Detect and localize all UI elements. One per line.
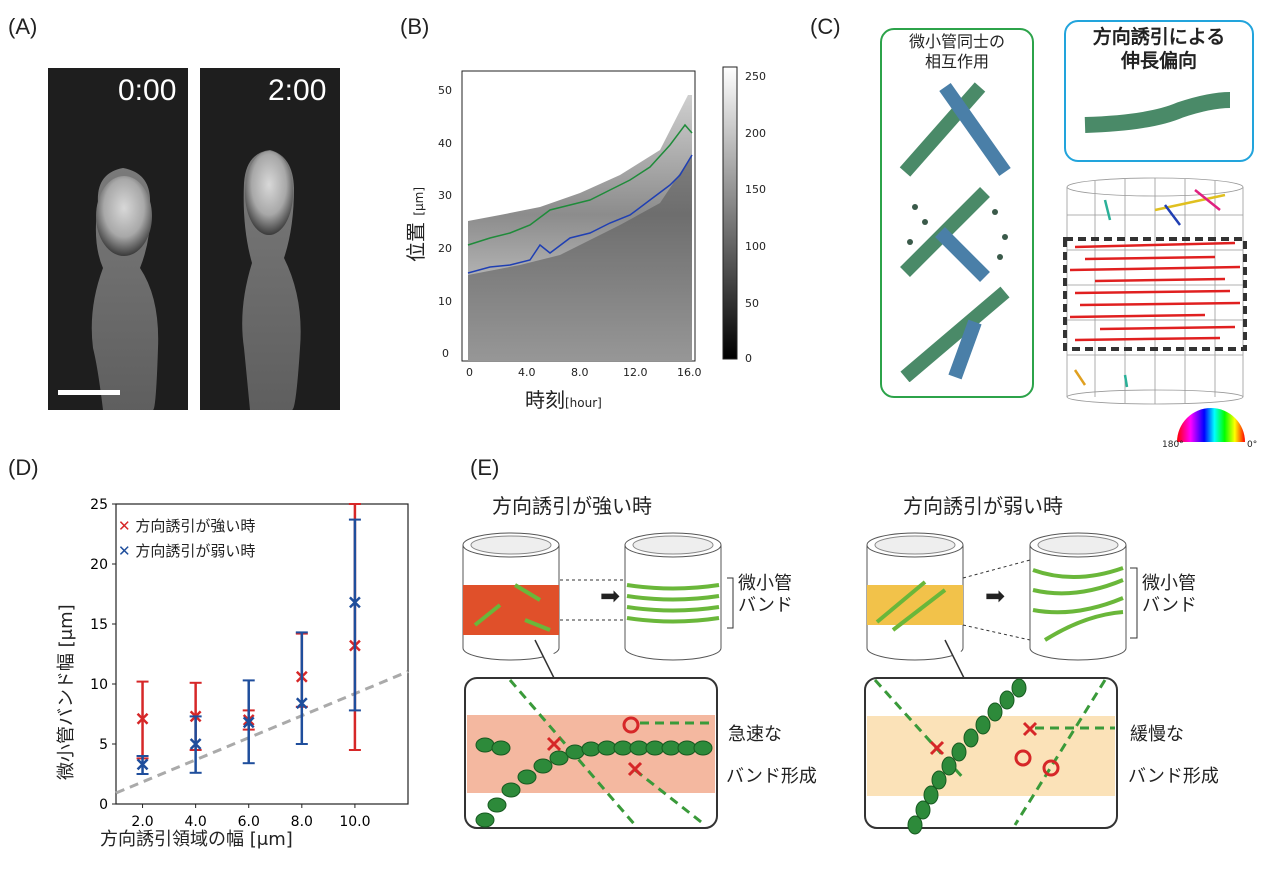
- y-tick-label: 5: [99, 737, 108, 753]
- cbar-tick: 0: [745, 352, 752, 365]
- weak-title: 方向誘引が弱い時: [903, 494, 1063, 518]
- y-tick-label: 15: [90, 617, 108, 633]
- d-xlabel: 方向誘引領域の幅 [μm]: [100, 829, 293, 850]
- x-tick-label: 6.0: [238, 814, 260, 830]
- data-point: [295, 697, 308, 710]
- svg-text:➡: ➡: [600, 582, 620, 610]
- y-tick-label: 20: [90, 557, 108, 573]
- x-tick-label: 4.0: [185, 814, 207, 830]
- fast-label: 急速な: [728, 724, 782, 745]
- data-point: [349, 596, 361, 609]
- b-ytick: 10: [438, 295, 452, 308]
- angle-180: 180°: [1162, 440, 1184, 450]
- panel-label-c: (C): [810, 14, 841, 39]
- reference-line: [115, 670, 409, 795]
- strong-cylinder-after: [624, 532, 722, 661]
- b-xtick: 0: [466, 366, 473, 379]
- time-label-2: 2:00: [268, 74, 327, 107]
- band-label-weak: 微小管 バンド: [1142, 573, 1197, 616]
- panel-label-a: (A): [8, 14, 38, 39]
- slow-band-formation: バンド形成: [1128, 766, 1219, 787]
- svg-text:➡: ➡: [985, 582, 1005, 610]
- strong-title: 方向誘引が強い時: [492, 494, 652, 518]
- cbar-tick: 50: [745, 297, 759, 310]
- weak-cylinder-before: [866, 532, 964, 661]
- panel-label-d: (D): [8, 455, 39, 480]
- cbar-tick: 200: [745, 127, 766, 140]
- cylinder-simulation: [1063, 177, 1247, 405]
- fast-band-formation: バンド形成: [726, 766, 817, 787]
- b-ylabel: 位置 [μm]: [404, 186, 428, 262]
- microscopy-images: [48, 68, 340, 410]
- x-tick-label: 8.0: [291, 814, 313, 830]
- data-point: [242, 716, 255, 729]
- bias-title: 方向誘引による 伸長偏向: [1092, 26, 1226, 72]
- bent-microtubule: [1084, 92, 1231, 133]
- cbar-tick: 100: [745, 240, 766, 253]
- legend-weak: ✕ 方向誘引が弱い時: [118, 542, 256, 560]
- scale-bar: [58, 390, 120, 395]
- d-ylabel: 微小管バンド幅 [μm]: [56, 604, 77, 780]
- panel-label-e: (E): [470, 455, 500, 480]
- y-tick-label: 10: [90, 677, 108, 693]
- angle-0: 0°: [1247, 440, 1258, 450]
- band-formation-schematic: ➡ ➡: [462, 532, 1138, 835]
- x-tick-label: 10.0: [339, 814, 370, 830]
- b-ytick: 30: [438, 189, 452, 202]
- weak-cylinder-after: [1029, 532, 1127, 661]
- b-ytick: 40: [438, 137, 452, 150]
- b-ytick: 50: [438, 84, 452, 97]
- color-wheel-legend: [1177, 408, 1245, 442]
- cbar-tick: 150: [745, 183, 766, 196]
- x-tick-label: 2.0: [131, 814, 153, 830]
- b-xtick: 12.0: [623, 366, 648, 379]
- b-ytick: 0: [442, 347, 449, 360]
- colorbar: [722, 66, 738, 360]
- y-tick-label: 25: [90, 497, 108, 513]
- band-label-strong: 微小管 バンド: [738, 573, 793, 616]
- b-xtick: 16.0: [677, 366, 702, 379]
- b-ytick: 20: [438, 242, 452, 255]
- cbar-tick: 250: [745, 70, 766, 83]
- data-point: [136, 712, 149, 725]
- data-point: [189, 738, 202, 750]
- data-point: [136, 758, 149, 771]
- microtubule-interaction-illustrations: [899, 82, 1011, 382]
- plot-area: [115, 503, 409, 805]
- interaction-title: 微小管同士の 相互作用: [908, 32, 1005, 71]
- b-xtick: 4.0: [518, 366, 536, 379]
- panel-label-b: (B): [400, 14, 430, 39]
- kymograph: [461, 66, 738, 362]
- slow-label: 緩慢な: [1130, 724, 1184, 745]
- strong-cylinder-before: [462, 532, 560, 661]
- interaction-box: [880, 28, 1034, 398]
- band-width-chart: 0 5 10 15 20 25 2.0 4.0 6.0 8.0 10.0: [90, 497, 409, 830]
- bias-box: [1064, 20, 1254, 162]
- time-label-0: 0:00: [118, 74, 177, 107]
- legend-strong: ✕ 方向誘引が強い時: [118, 517, 256, 535]
- b-xtick: 8.0: [571, 366, 589, 379]
- b-xlabel: 時刻[hour]: [525, 388, 602, 412]
- y-tick-label: 0: [99, 797, 108, 813]
